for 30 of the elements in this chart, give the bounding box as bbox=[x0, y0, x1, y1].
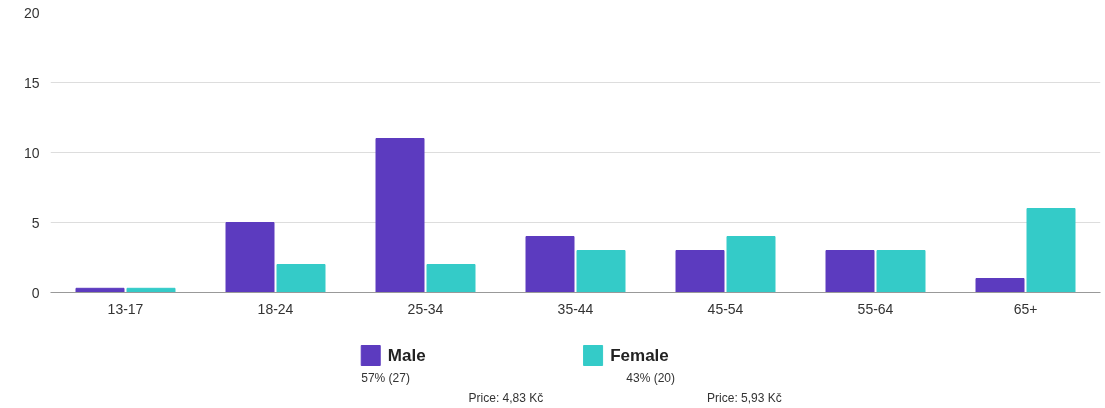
bar bbox=[225, 222, 275, 293]
x-tick-label: 13-17 bbox=[107, 300, 144, 317]
text: 43% (20) bbox=[626, 370, 676, 385]
y-tick-label: 15 bbox=[23, 74, 40, 91]
bar bbox=[825, 250, 875, 293]
legend-label: Male bbox=[387, 346, 426, 365]
bar bbox=[276, 264, 326, 293]
y-tick-label: 0 bbox=[31, 284, 40, 301]
x-tick-label: 65+ bbox=[1013, 300, 1038, 317]
y-tick-label: 10 bbox=[23, 144, 40, 161]
x-tick-label: 55-64 bbox=[857, 300, 894, 317]
text: 57% (27) bbox=[361, 370, 410, 385]
bar bbox=[525, 236, 575, 293]
bar bbox=[726, 236, 776, 293]
bar bbox=[876, 250, 926, 293]
bar bbox=[576, 250, 626, 293]
bar bbox=[975, 278, 1025, 293]
text: Price: 4,83 Kč bbox=[468, 390, 544, 405]
bar bbox=[1026, 208, 1076, 293]
bar bbox=[426, 264, 476, 293]
x-tick-label: 18-24 bbox=[257, 300, 294, 317]
y-tick-label: 5 bbox=[31, 214, 40, 231]
x-tick-label: 45-54 bbox=[707, 300, 744, 317]
x-tick-label: 25-34 bbox=[407, 300, 444, 317]
y-tick-label: 20 bbox=[23, 4, 40, 21]
bar bbox=[375, 138, 425, 293]
legend-label: Female bbox=[610, 346, 669, 365]
text: Price: 5,93 Kč bbox=[707, 390, 782, 405]
bar bbox=[675, 250, 725, 293]
x-tick-label: 35-44 bbox=[557, 300, 594, 317]
